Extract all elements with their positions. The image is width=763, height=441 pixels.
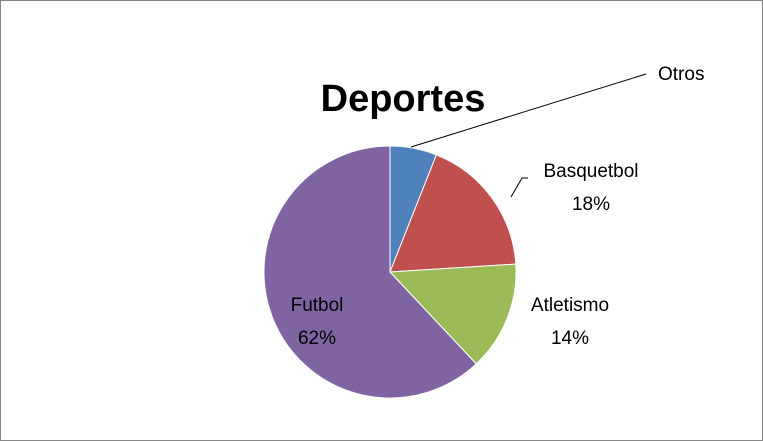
slice-name-basquetbol: Basquetbol xyxy=(543,161,638,182)
slice-percent-basquetbol: 18% xyxy=(572,194,610,215)
slices-layer xyxy=(264,146,516,398)
slice-name-atletismo: Atletismo xyxy=(531,295,609,316)
slice-percent-atletismo: 14% xyxy=(551,328,589,349)
slice-name-otros: Otros xyxy=(658,64,704,85)
leader-line-basquetbol xyxy=(511,178,528,197)
slice-percent-futbol: 62% xyxy=(298,328,336,349)
slice-name-futbol: Futbol xyxy=(291,295,344,316)
chart-title: Deportes xyxy=(321,78,486,120)
